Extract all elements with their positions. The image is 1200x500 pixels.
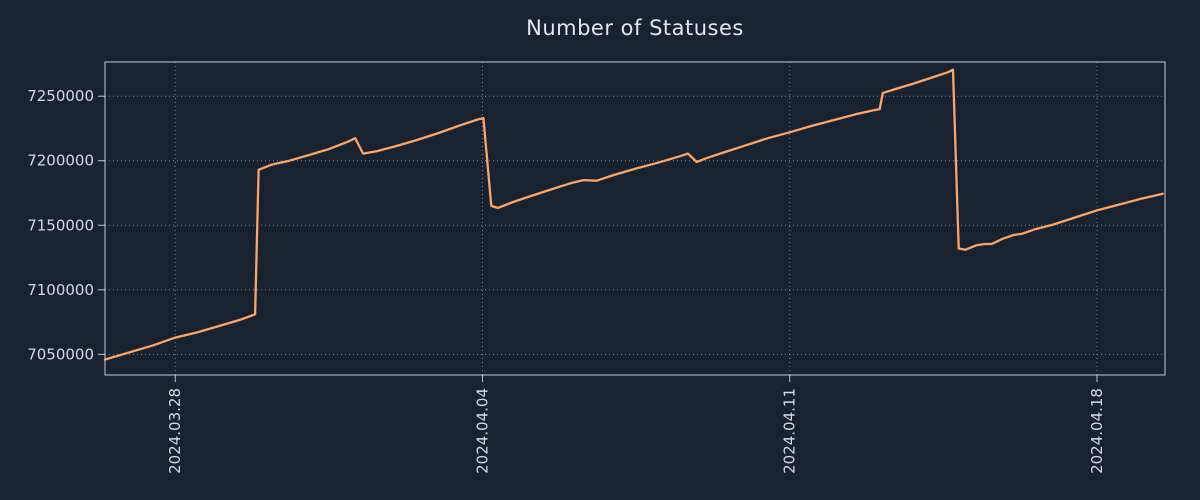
x-tick-label: 2024.03.28 [166, 388, 184, 474]
y-tick-label: 7150000 [27, 216, 94, 234]
y-tick-label: 7050000 [27, 345, 94, 363]
data-line-statuses [103, 68, 1164, 361]
y-tick-label: 7100000 [27, 281, 94, 299]
x-tick-label: 2024.04.11 [781, 388, 799, 474]
chart-title: Number of Statuses [526, 16, 744, 40]
x-tick-label: 2024.04.18 [1088, 388, 1106, 474]
plot-border [104, 61, 1166, 376]
y-tick-label: 7200000 [27, 152, 94, 170]
y-tick-label: 7250000 [27, 87, 94, 105]
x-tick-label: 2024.04.04 [473, 388, 491, 474]
